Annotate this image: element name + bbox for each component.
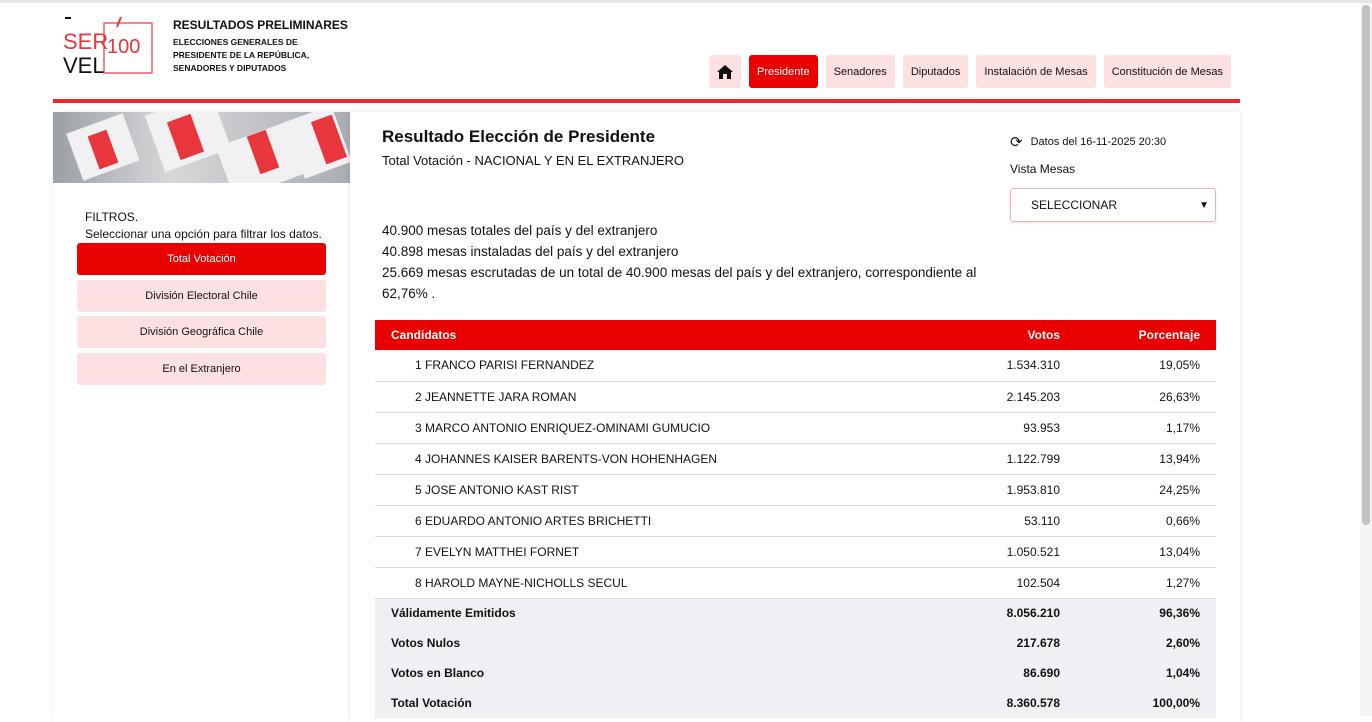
votes: 1.534.310 [941, 350, 1076, 382]
filters-hint: Seleccionar una opción para filtrar los … [85, 227, 322, 241]
select-value: SELECCIONAR [1031, 198, 1118, 212]
header-subtitle: ELECCIONES GENERALES DE PRESIDENTE DE LA… [173, 37, 310, 73]
chevron-down-icon: ▼ [1199, 199, 1209, 211]
svg-text:100: 100 [107, 36, 140, 58]
percentage: 0,66% [1076, 505, 1216, 537]
percentage: 2,60% [1076, 628, 1216, 658]
table-row: 4 JOHANNES KAISER BARENTS-VON HOHENHAGEN… [375, 443, 1216, 475]
summary-label: Votos en Blanco [375, 658, 942, 688]
home-button[interactable] [709, 55, 741, 88]
nav-presidente[interactable]: Presidente [749, 55, 818, 88]
nav-instalacion-mesas[interactable]: Instalación de Mesas [976, 55, 1096, 88]
main-nav: Presidente Senadores Diputados Instalaci… [709, 55, 1231, 88]
col-porcentaje: Porcentaje [1076, 320, 1216, 350]
info-line: 25.669 mesas escrutadas de un total de 4… [382, 265, 977, 301]
candidate-name: 2 JEANNETTE JARA ROMAN [375, 381, 942, 413]
table-row: 1 FRANCO PARISI FERNANDEZ 1.534.310 19,05% [375, 350, 1216, 382]
candidate-name: 6 EDUARDO ANTONIO ARTES BRICHETTI [375, 505, 942, 537]
data-timestamp: Datos del 16-11-2025 20:30 [1030, 136, 1167, 148]
vista-mesas-select[interactable]: SELECCIONAR ▼ [1010, 188, 1216, 222]
filters-title: FILTROS. [85, 210, 139, 224]
percentage: 24,25% [1076, 474, 1216, 506]
candidate-name: 4 JOHANNES KAISER BARENTS-VON HOHENHAGEN [375, 443, 942, 475]
percentage: 13,94% [1076, 443, 1216, 475]
percentage: 19,05% [1076, 350, 1216, 382]
summary-label: Válidamente Emitidos [375, 598, 942, 628]
scrollbar-thumb[interactable] [1362, 5, 1370, 525]
percentage: 96,36% [1076, 598, 1216, 628]
percentage: 26,63% [1076, 381, 1216, 413]
table-row: 3 MARCO ANTONIO ENRIQUEZ-OMINAMI GUMUCIO… [375, 412, 1216, 444]
votes: 102.504 [941, 567, 1076, 599]
header-title: RESULTADOS PRELIMINARES [173, 18, 348, 32]
votes: 2.145.203 [941, 381, 1076, 413]
vista-mesas-label: Vista Mesas [1010, 162, 1076, 176]
page-subtitle: Total Votación - NACIONAL Y EN EL EXTRAN… [382, 153, 685, 168]
filter-division-electoral[interactable]: División Electoral Chile [77, 280, 326, 312]
votes: 1.050.521 [941, 536, 1076, 568]
table-row: 5 JOSE ANTONIO KAST RIST 1.953.810 24,25% [375, 474, 1216, 506]
candidate-name: 1 FRANCO PARISI FERNANDEZ [375, 350, 942, 382]
nav-diputados[interactable]: Diputados [902, 55, 969, 88]
summary-row: Votos Nulos 217.678 2,60% [375, 628, 1216, 658]
home-icon [717, 64, 733, 79]
candidate-name: 8 HAROLD MAYNE-NICHOLLS SECUL [375, 567, 942, 599]
info-line: 40.900 mesas totales del país y del extr… [382, 223, 658, 238]
table-row: 6 EDUARDO ANTONIO ARTES BRICHETTI 53.110 0… [375, 505, 1216, 537]
col-candidatos: Candidatos [375, 320, 942, 350]
svg-text:SER: SER [63, 29, 108, 54]
summary-row: Total Votación 8.360.578 100,00% [375, 688, 1216, 718]
table-row: 7 EVELYN MATTHEI FORNET 1.050.521 13,04% [375, 536, 1216, 568]
summary-row: Votos en Blanco 86.690 1,04% [375, 658, 1216, 688]
results-table: Candidatos Votos Porcentaje 1 FRANCO PAR… [375, 320, 1216, 718]
votes: 1.122.799 [941, 443, 1076, 475]
percentage: 1,17% [1076, 412, 1216, 444]
nav-senadores[interactable]: Senadores [825, 55, 895, 88]
percentage: 100,00% [1076, 688, 1216, 718]
votes: 53.110 [941, 505, 1076, 537]
votes: 93.953 [941, 412, 1076, 444]
filter-division-geografica[interactable]: División Geográfica Chile [77, 316, 326, 348]
header-divider [53, 99, 1240, 103]
table-row: 8 HAROLD MAYNE-NICHOLLS SECUL 102.504 1,27… [375, 567, 1216, 599]
summary-row: Válidamente Emitidos 8.056.210 96,36% [375, 598, 1216, 628]
nav-constitucion-mesas[interactable]: Constitución de Mesas [1103, 55, 1231, 88]
page-title: Resultado Elección de Presidente [382, 127, 656, 146]
candidate-name: 5 JOSE ANTONIO KAST RIST [375, 474, 942, 506]
results-panel: Resultado Elección de Presidente Total V… [350, 112, 1240, 722]
mesas-info: 40.900 mesas totales del país y del extr… [382, 220, 1012, 304]
votes: 8.360.578 [941, 688, 1076, 718]
info-line: 40.898 mesas instaladas del país y del e… [382, 244, 679, 259]
summary-label: Total Votación [375, 688, 942, 718]
candidate-name: 3 MARCO ANTONIO ENRIQUEZ-OMINAMI GUMUCIO [375, 412, 942, 444]
votes: 86.690 [941, 658, 1076, 688]
table-row: 2 JEANNETTE JARA ROMAN 2.145.203 26,63% [375, 381, 1216, 413]
servel-logo: SER VEL 100 [63, 17, 153, 77]
votes: 1.953.810 [941, 474, 1076, 506]
ballots-banner-image [53, 112, 350, 183]
summary-label: Votos Nulos [375, 628, 942, 658]
percentage: 13,04% [1076, 536, 1216, 568]
refresh-icon[interactable]: ⟳ [1010, 134, 1023, 151]
percentage: 1,04% [1076, 658, 1216, 688]
filter-extranjero[interactable]: En el Extranjero [77, 353, 326, 385]
candidate-name: 7 EVELYN MATTHEI FORNET [375, 536, 942, 568]
svg-text:VEL: VEL [63, 53, 105, 77]
filter-total-votacion[interactable]: Total Votación [77, 243, 326, 275]
percentage: 1,27% [1076, 567, 1216, 599]
votes: 8.056.210 [941, 598, 1076, 628]
votes: 217.678 [941, 628, 1076, 658]
scrollbar[interactable] [1360, 3, 1372, 716]
col-votos: Votos [941, 320, 1076, 350]
sidebar: FILTROS. Seleccionar una opción para filt… [53, 112, 350, 722]
